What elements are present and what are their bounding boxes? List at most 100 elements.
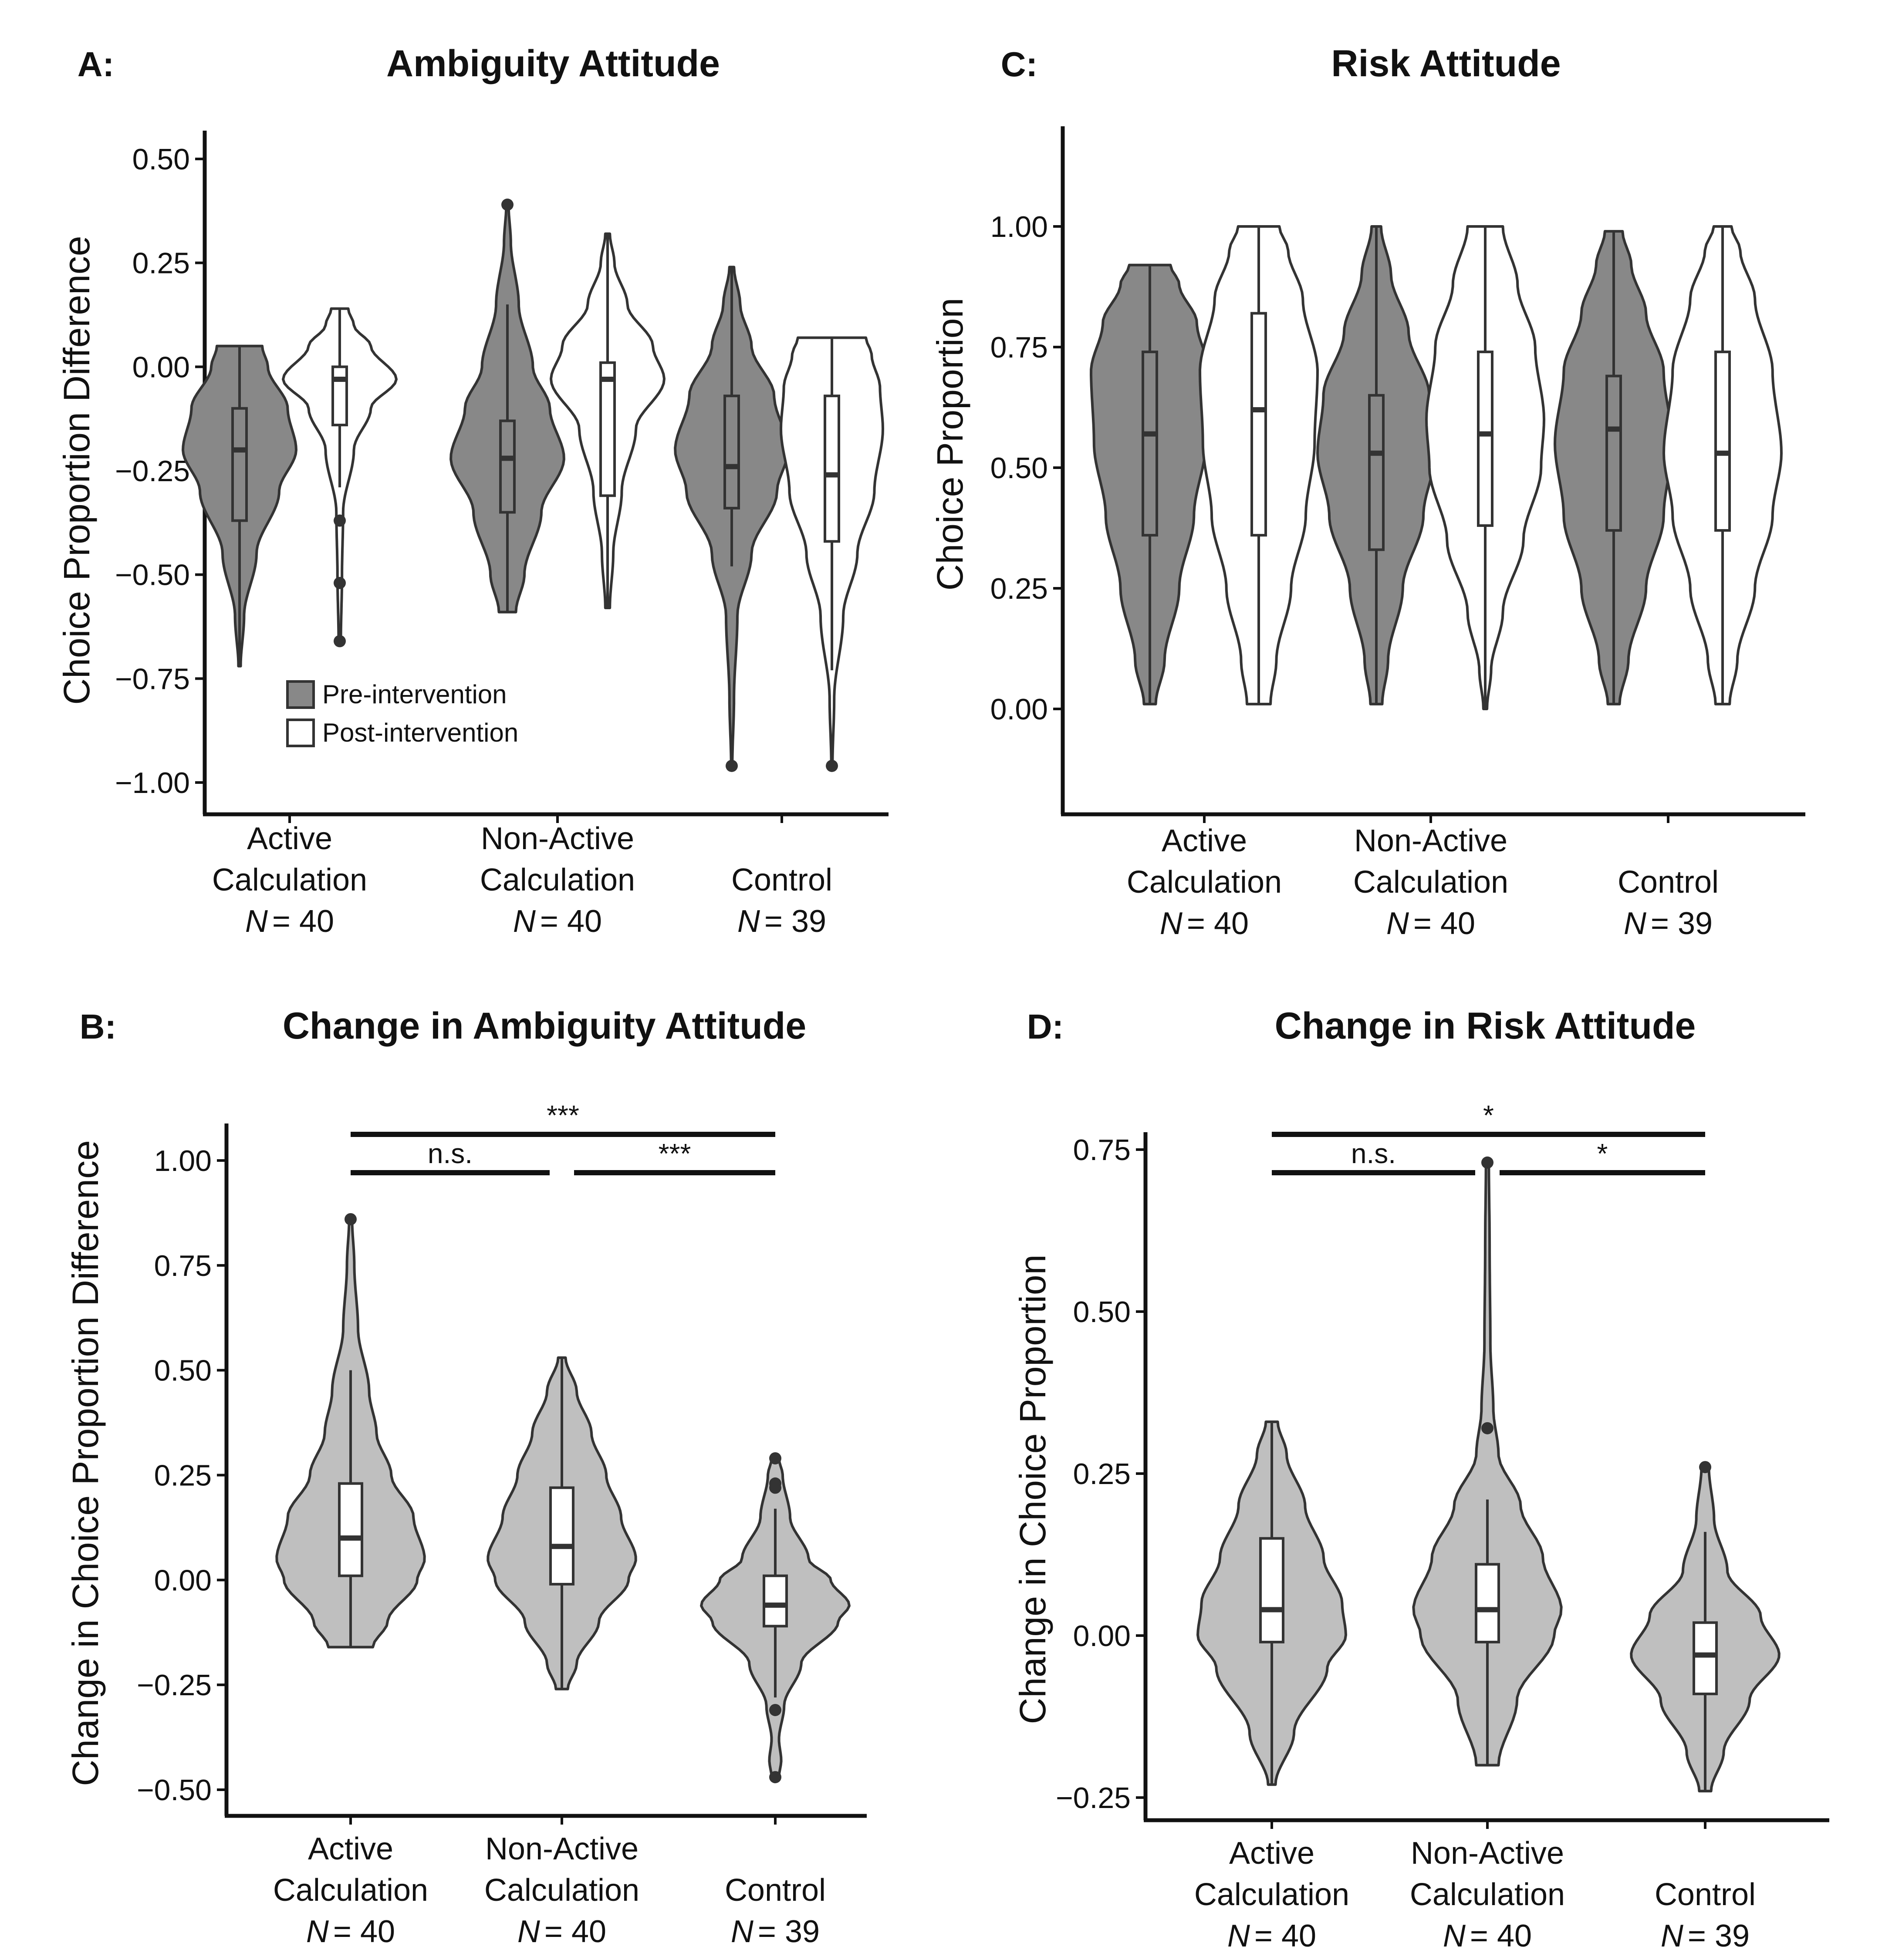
- outlier-1-0-0: [345, 1213, 357, 1225]
- box-0-4: [723, 395, 740, 509]
- box-2-4: [1605, 374, 1622, 532]
- category-label-0-0-line1: Active: [247, 821, 332, 856]
- panel-label-1: B:: [80, 1007, 116, 1046]
- outlier-0-1-2: [334, 635, 346, 648]
- category-n-value-0-2: = 39: [764, 904, 826, 939]
- category-n-1-0: N = 40: [306, 1914, 395, 1949]
- category-label-3-0-line1: Active: [1229, 1836, 1314, 1871]
- box-1-2: [763, 1574, 788, 1628]
- y-tick-label-1-3: 0.25: [154, 1459, 212, 1492]
- significance-label-3-2: *: [1597, 1138, 1608, 1169]
- significance-label-3-1: n.s.: [1351, 1138, 1396, 1169]
- significance-label-1-2: ***: [659, 1138, 691, 1169]
- category-label-0-1-line1: Non-Active: [481, 821, 634, 856]
- category-n-2-2: N = 39: [1624, 906, 1713, 941]
- y-tick-label-3-4: −0.25: [1056, 1781, 1131, 1815]
- significance-label-1-0: ***: [547, 1100, 579, 1131]
- box-1-1: [549, 1486, 574, 1586]
- box-0-5: [824, 395, 840, 543]
- category-label-2-0-line2: Calculation: [1127, 865, 1282, 900]
- y-tick-label-2-2: 0.50: [990, 452, 1048, 485]
- y-tick-label-0-3: −0.25: [115, 455, 190, 488]
- category-n-label-0-1: N: [513, 904, 536, 939]
- category-label-2-1-line2: Calculation: [1353, 865, 1508, 900]
- y-tick-label-1-6: −0.50: [137, 1774, 212, 1807]
- panel-label-0: A:: [78, 45, 114, 84]
- chart-title-0: Ambiguity Attitude: [386, 43, 720, 84]
- panel-label-3: D:: [1027, 1007, 1064, 1046]
- outlier-3-1-0: [1481, 1156, 1493, 1169]
- category-n-label-1-0: N: [306, 1914, 329, 1949]
- category-label-0-0-line2: Calculation: [212, 863, 367, 897]
- significance-label-3-0: *: [1483, 1100, 1494, 1131]
- category-label-1-1-line2: Calculation: [484, 1873, 639, 1908]
- category-label-1-0-line1: Active: [308, 1832, 393, 1866]
- panel-3: D: Change in Risk Attitude Change in Choic…: [1012, 1005, 1829, 1953]
- chart-title-2: Risk Attitude: [1331, 43, 1561, 84]
- category-label-1-1-line1: Non-Active: [485, 1832, 639, 1866]
- y-tick-label-1-5: −0.25: [137, 1669, 212, 1702]
- box-0-3: [599, 361, 616, 497]
- legend-swatch-0: [286, 680, 315, 709]
- category-n-label-3-1: N: [1443, 1919, 1466, 1953]
- y-tick-label-0-6: −1.00: [115, 766, 190, 800]
- outlier-3-2-0: [1699, 1461, 1711, 1474]
- category-n-label-3-2: N: [1661, 1919, 1684, 1953]
- outlier-0-1-0: [334, 514, 346, 527]
- category-label-3-1-line1: Non-Active: [1411, 1836, 1564, 1871]
- category-label-2-2-line2: Control: [1618, 865, 1719, 900]
- y-tick-label-3-0: 0.75: [1073, 1133, 1131, 1167]
- legend-swatch-1: [286, 719, 315, 747]
- category-n-2-1: N = 40: [1386, 906, 1475, 941]
- significance-label-1-1: n.s.: [428, 1138, 473, 1169]
- panel-1: B: Change in Ambiguity Attitude Change in …: [65, 1005, 867, 1949]
- box-0-2: [499, 419, 516, 514]
- y-tick-label-0-5: −0.75: [115, 662, 190, 695]
- category-n-value-1-2: = 39: [758, 1914, 820, 1949]
- category-n-3-2: N = 39: [1661, 1919, 1750, 1953]
- y-tick-label-2-0: 1.00: [990, 210, 1048, 243]
- y-tick-label-2-4: 0.00: [990, 693, 1048, 726]
- y-axis-label-0: Choice Proportion Difference: [56, 236, 97, 705]
- category-n-3-1: N = 40: [1443, 1919, 1532, 1953]
- box-2-5: [1714, 351, 1731, 532]
- category-n-value-3-1: = 40: [1470, 1919, 1532, 1953]
- y-tick-label-1-0: 1.00: [154, 1144, 212, 1177]
- y-tick-label-3-3: 0.00: [1073, 1619, 1131, 1653]
- y-tick-label-3-1: 0.50: [1073, 1295, 1131, 1329]
- y-axis-label-1: Change in Choice Proportion Difference: [65, 1140, 106, 1786]
- category-label-3-0-line2: Calculation: [1194, 1877, 1349, 1912]
- y-tick-label-2-1: 0.75: [990, 331, 1048, 364]
- y-tick-label-0-2: 0.00: [132, 351, 190, 384]
- category-n-label-1-2: N: [731, 1914, 754, 1949]
- y-tick-label-2-3: 0.25: [990, 572, 1048, 605]
- category-n-value-3-0: = 40: [1254, 1919, 1316, 1953]
- category-n-value-2-2: = 39: [1651, 906, 1713, 941]
- panel-2: C: Risk Attitude Choice Proportion 1.00 0.75…: [929, 43, 1805, 941]
- y-tick-label-1-4: 0.00: [154, 1564, 212, 1597]
- box-2-0: [1142, 351, 1158, 537]
- category-n-label-2-1: N: [1386, 906, 1409, 941]
- category-label-2-0-line1: Active: [1162, 823, 1247, 858]
- category-label-2-1-line1: Non-Active: [1354, 823, 1507, 858]
- box-3-2: [1693, 1621, 1718, 1695]
- box-2-2: [1368, 394, 1385, 551]
- category-n-label-0-2: N: [737, 904, 760, 939]
- category-label-3-2-line2: Control: [1655, 1877, 1756, 1912]
- box-2-1: [1250, 312, 1267, 537]
- box-2-3: [1477, 351, 1493, 527]
- legend-label-0: Pre-intervention: [322, 680, 507, 709]
- legend-label-1: Post-intervention: [322, 718, 518, 747]
- category-label-1-0-line2: Calculation: [273, 1873, 428, 1908]
- y-tick-label-0-4: −0.50: [115, 559, 190, 592]
- category-n-label-1-1: N: [517, 1914, 541, 1949]
- category-n-3-0: N = 40: [1227, 1919, 1316, 1953]
- chart-title-3: Change in Risk Attitude: [1275, 1005, 1696, 1047]
- category-n-value-2-1: = 40: [1413, 906, 1475, 941]
- category-n-label-0-0: N: [245, 904, 268, 939]
- outlier-0-4-0: [726, 759, 738, 772]
- outlier-0-1-1: [334, 577, 346, 589]
- category-n-value-3-2: = 39: [1688, 1919, 1750, 1953]
- y-tick-label-0-1: 0.25: [132, 247, 190, 280]
